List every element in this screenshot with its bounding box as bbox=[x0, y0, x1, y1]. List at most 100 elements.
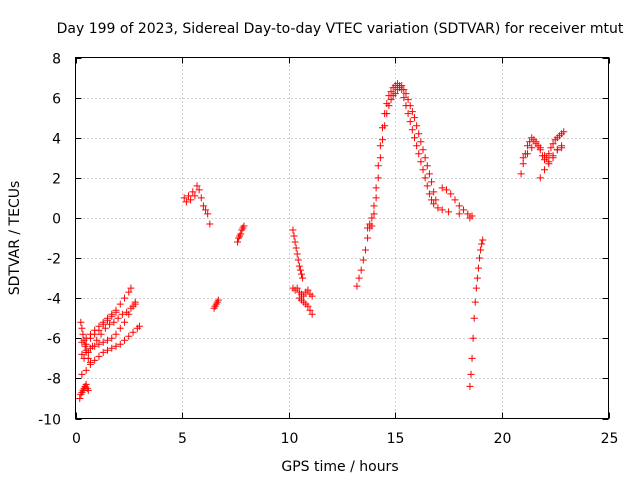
data-point bbox=[430, 188, 438, 196]
data-point bbox=[191, 192, 199, 200]
data-point bbox=[357, 266, 365, 274]
data-point bbox=[116, 340, 124, 348]
data-point bbox=[108, 312, 116, 320]
data-point bbox=[447, 190, 455, 198]
data-point bbox=[103, 316, 111, 324]
data-point bbox=[472, 284, 480, 292]
data-point bbox=[425, 170, 433, 178]
data-point bbox=[415, 130, 423, 138]
data-point bbox=[471, 298, 479, 306]
series-arc14 bbox=[353, 224, 374, 290]
data-point bbox=[523, 142, 531, 150]
series-arc16 bbox=[368, 82, 440, 230]
data-point bbox=[240, 222, 248, 230]
data-point bbox=[477, 246, 485, 254]
data-point bbox=[545, 158, 553, 166]
data-point bbox=[376, 142, 384, 150]
data-point bbox=[473, 274, 481, 282]
data-point bbox=[103, 346, 111, 354]
data-point bbox=[455, 210, 463, 218]
data-point bbox=[421, 174, 429, 182]
data-point bbox=[234, 238, 242, 246]
x-axis-label: GPS time / hours bbox=[281, 459, 398, 475]
data-point bbox=[410, 134, 418, 142]
data-point bbox=[97, 330, 105, 338]
data-point bbox=[121, 318, 129, 326]
data-point bbox=[364, 224, 372, 232]
y-tick-label: 0 bbox=[52, 212, 61, 228]
y-tick-label: -8 bbox=[47, 372, 61, 388]
series-arc10 bbox=[234, 222, 248, 246]
data-point bbox=[184, 192, 192, 200]
data-point bbox=[549, 152, 557, 160]
data-point bbox=[82, 380, 90, 388]
data-point bbox=[129, 328, 137, 336]
data-point bbox=[419, 146, 427, 154]
data-point bbox=[423, 162, 431, 170]
data-point bbox=[99, 348, 107, 356]
data-point bbox=[468, 212, 476, 220]
data-point bbox=[523, 150, 531, 158]
data-point bbox=[413, 122, 421, 130]
data-point bbox=[541, 152, 549, 160]
data-point bbox=[428, 178, 436, 186]
data-point bbox=[423, 182, 431, 190]
data-point bbox=[308, 292, 316, 300]
data-point bbox=[372, 194, 380, 202]
data-point bbox=[374, 174, 382, 182]
data-point bbox=[528, 144, 536, 152]
data-point bbox=[553, 146, 561, 154]
ticks bbox=[75, 57, 610, 420]
data-point bbox=[206, 220, 214, 228]
data-point bbox=[361, 246, 369, 254]
series-arc3 bbox=[78, 322, 143, 378]
data-point bbox=[470, 314, 478, 322]
data-point bbox=[306, 306, 314, 314]
data-point bbox=[547, 144, 555, 152]
data-point bbox=[135, 322, 143, 330]
data-point bbox=[300, 292, 308, 300]
data-point bbox=[293, 284, 301, 292]
data-point bbox=[438, 206, 446, 214]
data-point bbox=[359, 256, 367, 264]
data-point bbox=[385, 102, 393, 110]
data-point bbox=[308, 310, 316, 318]
data-point bbox=[95, 340, 103, 348]
x-tick-label: 20 bbox=[494, 431, 512, 447]
data-points bbox=[76, 80, 568, 402]
data-point bbox=[78, 370, 86, 378]
data-point bbox=[112, 342, 120, 350]
series-arc12 bbox=[289, 284, 316, 300]
data-point bbox=[476, 254, 484, 262]
data-point bbox=[78, 338, 86, 346]
data-point bbox=[125, 288, 133, 296]
data-point bbox=[560, 128, 568, 136]
data-point bbox=[370, 210, 378, 218]
data-point bbox=[468, 354, 476, 362]
data-point bbox=[214, 296, 222, 304]
data-point bbox=[376, 154, 384, 162]
y-tick-label: -6 bbox=[47, 332, 61, 348]
data-point bbox=[455, 202, 463, 210]
data-point bbox=[368, 222, 376, 230]
data-point bbox=[202, 206, 210, 214]
data-point bbox=[125, 332, 133, 340]
data-point bbox=[82, 366, 90, 374]
data-point bbox=[474, 264, 482, 272]
data-point bbox=[91, 330, 99, 338]
data-point bbox=[93, 336, 101, 344]
data-point bbox=[291, 238, 299, 246]
data-point bbox=[79, 330, 87, 338]
data-point bbox=[406, 118, 414, 126]
x-tick-label: 15 bbox=[387, 431, 405, 447]
y-tick-label: -10 bbox=[38, 413, 61, 429]
data-point bbox=[86, 360, 94, 368]
data-point bbox=[116, 300, 124, 308]
data-point bbox=[410, 114, 418, 122]
data-point bbox=[116, 324, 124, 332]
y-axis-label: SDTVAR / TECUs bbox=[7, 181, 23, 296]
data-point bbox=[78, 350, 86, 358]
data-point bbox=[364, 234, 372, 242]
data-point bbox=[127, 284, 135, 292]
data-point bbox=[466, 382, 474, 390]
